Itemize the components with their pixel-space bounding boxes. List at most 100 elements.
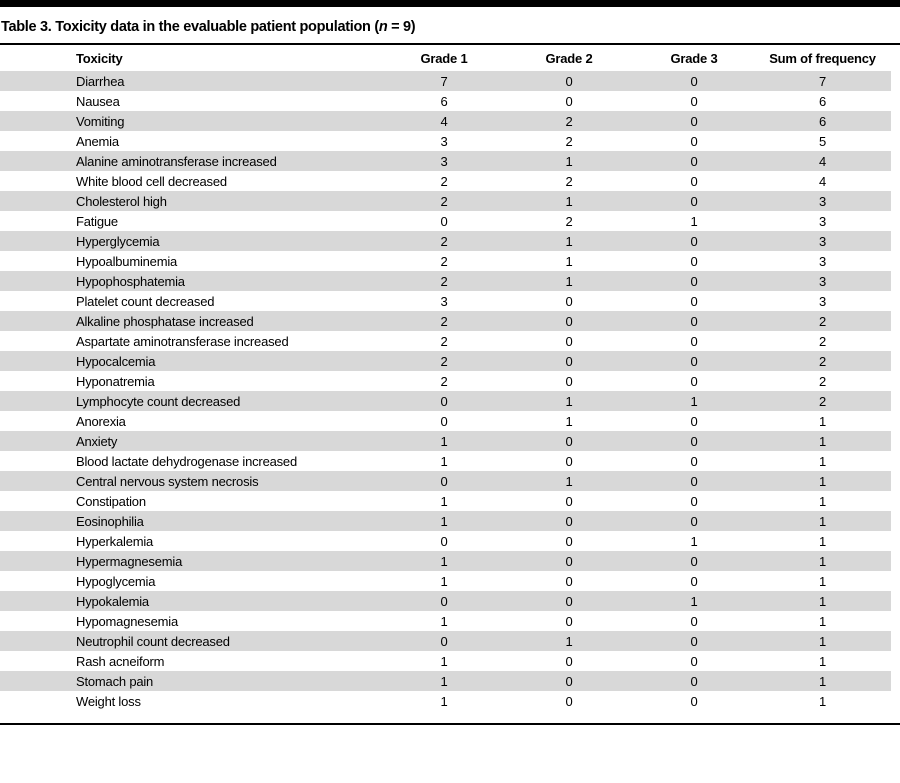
table-row: Anorexia 0 1 0 1 bbox=[0, 411, 891, 431]
value-cell: 2 bbox=[440, 253, 448, 269]
table-row: Hypoalbuminemia 2 1 0 3 bbox=[0, 251, 891, 271]
table-row: Constipation 1 0 0 1 bbox=[0, 491, 891, 511]
toxicity-cell: Neutrophil count decreased bbox=[76, 633, 230, 649]
toxicity-cell: Fatigue bbox=[76, 213, 118, 229]
table-row: Hypomagnesemia 1 0 0 1 bbox=[0, 611, 891, 631]
header-row: Toxicity Grade 1 Grade 2 Grade 3 Sum of … bbox=[0, 45, 891, 71]
value-cell: 0 bbox=[690, 433, 698, 449]
value-cell: 2 bbox=[440, 193, 448, 209]
value-cell: 1 bbox=[440, 553, 448, 569]
value-cell: 1 bbox=[690, 213, 698, 229]
value-cell: 2 bbox=[565, 213, 573, 229]
table-row: Fatigue 0 2 1 3 bbox=[0, 211, 891, 231]
value-cell: 1 bbox=[818, 593, 827, 609]
table-row: Weight loss 1 0 0 1 bbox=[0, 691, 891, 711]
value-cell: 0 bbox=[440, 593, 448, 609]
toxicity-cell: Lymphocyte count decreased bbox=[76, 393, 241, 409]
value-cell: 2 bbox=[565, 173, 573, 189]
value-cell: 2 bbox=[818, 333, 827, 349]
value-cell: 3 bbox=[818, 273, 827, 289]
table-row: Anxiety 1 0 0 1 bbox=[0, 431, 891, 451]
value-cell: 0 bbox=[690, 493, 698, 509]
column-header-toxicity: Toxicity bbox=[76, 50, 123, 66]
toxicity-cell: Hypomagnesemia bbox=[76, 613, 178, 629]
value-cell: 1 bbox=[565, 413, 573, 429]
toxicity-cell: Aspartate aminotransferase increased bbox=[76, 333, 289, 349]
value-cell: 4 bbox=[818, 153, 827, 169]
value-cell: 1 bbox=[818, 493, 827, 509]
value-cell: 0 bbox=[440, 633, 448, 649]
value-cell: 1 bbox=[818, 453, 827, 469]
value-cell: 1 bbox=[818, 433, 827, 449]
toxicity-cell: Blood lactate dehydrogenase increased bbox=[76, 453, 297, 469]
value-cell: 0 bbox=[440, 393, 448, 409]
toxicity-cell: Stomach pain bbox=[76, 673, 154, 689]
value-cell: 1 bbox=[440, 493, 448, 509]
value-cell: 0 bbox=[565, 553, 573, 569]
toxicity-cell: Hypoglycemia bbox=[76, 573, 156, 589]
table-row: Diarrhea 7 0 0 7 bbox=[0, 71, 891, 91]
value-cell: 1 bbox=[565, 473, 573, 489]
table-row: Vomiting 4 2 0 6 bbox=[0, 111, 891, 131]
top-divider-bar bbox=[0, 0, 900, 7]
value-cell: 2 bbox=[440, 333, 448, 349]
value-cell: 0 bbox=[565, 573, 573, 589]
value-cell: 0 bbox=[690, 133, 698, 149]
value-cell: 0 bbox=[565, 373, 573, 389]
value-cell: 2 bbox=[440, 173, 448, 189]
table-row: Lymphocyte count decreased 0 1 1 2 bbox=[0, 391, 891, 411]
value-cell: 6 bbox=[818, 113, 827, 129]
value-cell: 0 bbox=[690, 553, 698, 569]
value-cell: 1 bbox=[818, 473, 827, 489]
value-cell: 1 bbox=[690, 533, 698, 549]
value-cell: 0 bbox=[690, 653, 698, 669]
value-cell: 1 bbox=[818, 673, 827, 689]
value-cell: 0 bbox=[690, 633, 698, 649]
table-row: Central nervous system necrosis 0 1 0 1 bbox=[0, 471, 891, 491]
table-row: Hyperkalemia 0 0 1 1 bbox=[0, 531, 891, 551]
value-cell: 0 bbox=[690, 293, 698, 309]
table-bottom-rule bbox=[0, 723, 900, 725]
toxicity-cell: Hyperglycemia bbox=[76, 233, 160, 249]
toxicity-table: Toxicity Grade 1 Grade 2 Grade 3 Sum of … bbox=[0, 45, 891, 711]
value-cell: 1 bbox=[818, 573, 827, 589]
value-cell: 1 bbox=[565, 193, 573, 209]
value-cell: 0 bbox=[565, 593, 573, 609]
value-cell: 0 bbox=[565, 93, 573, 109]
value-cell: 0 bbox=[690, 273, 698, 289]
value-cell: 0 bbox=[690, 93, 698, 109]
value-cell: 1 bbox=[440, 433, 448, 449]
value-cell: 1 bbox=[565, 233, 573, 249]
toxicity-cell: Hyponatremia bbox=[76, 373, 155, 389]
value-cell: 0 bbox=[565, 73, 573, 89]
toxicity-cell: White blood cell decreased bbox=[76, 173, 227, 189]
value-cell: 0 bbox=[565, 653, 573, 669]
table-row: Stomach pain 1 0 0 1 bbox=[0, 671, 891, 691]
table-row: Alkaline phosphatase increased 2 0 0 2 bbox=[0, 311, 891, 331]
value-cell: 0 bbox=[690, 233, 698, 249]
toxicity-cell: Hypokalemia bbox=[76, 593, 149, 609]
value-cell: 3 bbox=[818, 193, 827, 209]
value-cell: 1 bbox=[440, 453, 448, 469]
value-cell: 7 bbox=[440, 73, 448, 89]
value-cell: 1 bbox=[440, 673, 448, 689]
toxicity-cell: Weight loss bbox=[76, 693, 141, 709]
value-cell: 1 bbox=[818, 613, 827, 629]
toxicity-cell: Alanine aminotransferase increased bbox=[76, 153, 277, 169]
value-cell: 4 bbox=[440, 113, 448, 129]
toxicity-cell: Anemia bbox=[76, 133, 119, 149]
value-cell: 3 bbox=[818, 233, 827, 249]
table-row: Neutrophil count decreased 0 1 0 1 bbox=[0, 631, 891, 651]
value-cell: 1 bbox=[565, 273, 573, 289]
value-cell: 0 bbox=[440, 213, 448, 229]
table-row: Alanine aminotransferase increased 3 1 0 4 bbox=[0, 151, 891, 171]
toxicity-cell: Hypocalcemia bbox=[76, 353, 156, 369]
table-row: Hypocalcemia 2 0 0 2 bbox=[0, 351, 891, 371]
column-header-sum: Sum of frequency bbox=[769, 50, 876, 66]
table-row: Hyponatremia 2 0 0 2 bbox=[0, 371, 891, 391]
value-cell: 0 bbox=[565, 493, 573, 509]
value-cell: 0 bbox=[565, 453, 573, 469]
table-row: Hypokalemia 0 0 1 1 bbox=[0, 591, 891, 611]
value-cell: 1 bbox=[818, 413, 827, 429]
